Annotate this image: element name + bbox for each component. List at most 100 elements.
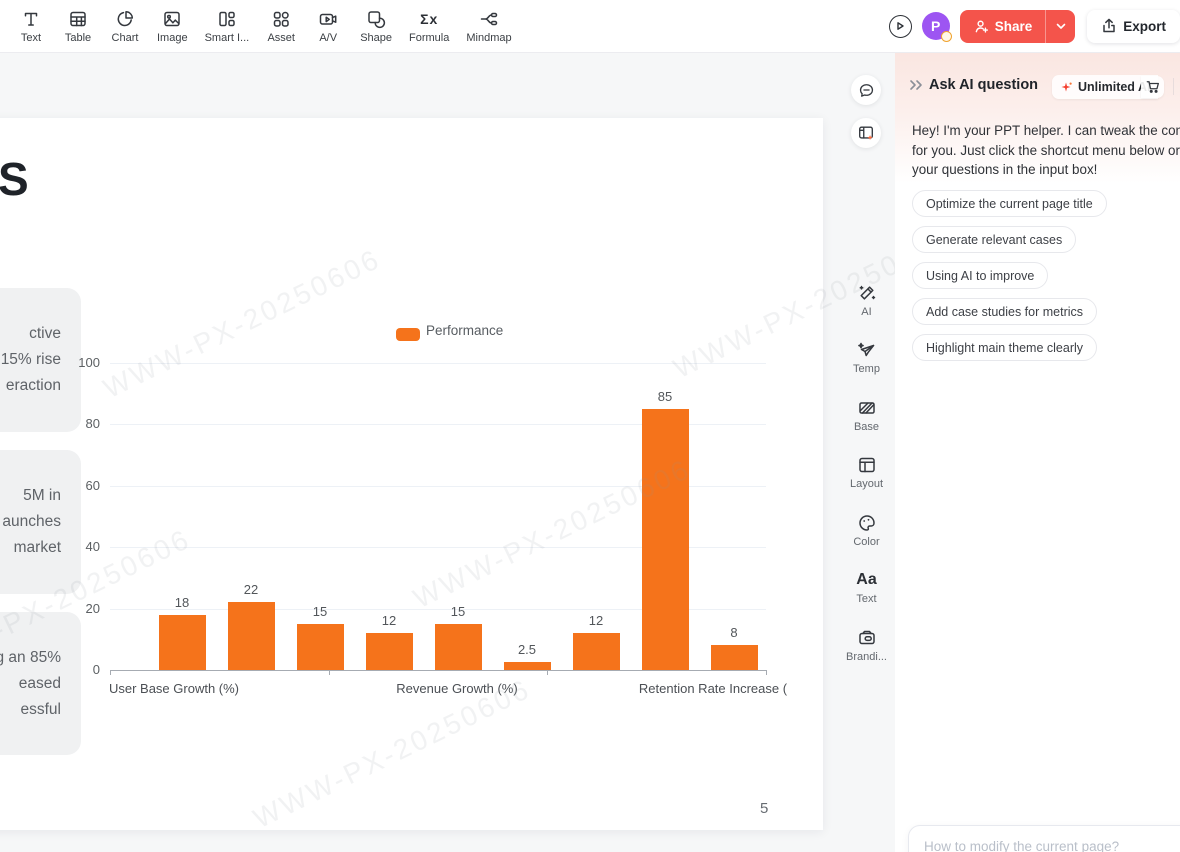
share-dropdown[interactable] — [1045, 9, 1075, 43]
bar-value-label: 12 — [588, 613, 604, 629]
y-axis-tick-label: 100 — [78, 355, 100, 370]
slide[interactable]: S ctive 15% rise eraction 5M in aunches … — [0, 118, 956, 834]
x-axis-tick — [547, 670, 549, 675]
y-axis-tick-label: 40 — [85, 539, 100, 555]
mindmap-icon — [479, 8, 499, 30]
av-icon — [318, 8, 338, 30]
x-axis-tick — [766, 670, 767, 675]
rail-layout[interactable]: Layout — [838, 455, 895, 490]
right-rail: AI Temp Base Layout Color Aa Text Brandi… — [838, 53, 895, 852]
slide-page-number: 5 — [760, 800, 769, 817]
gridline — [110, 608, 766, 610]
bar-value-label: 15 — [312, 603, 328, 619]
share-button[interactable]: Share — [959, 9, 1076, 43]
comments-button[interactable] — [851, 75, 881, 105]
image-icon — [162, 8, 182, 30]
x-axis-line — [110, 670, 766, 671]
y-axis-tick-label: 60 — [85, 477, 100, 493]
avatar-badge — [940, 31, 952, 42]
shortcut-ai-improve[interactable]: Using AI to improve — [912, 262, 1049, 289]
chart-bar[interactable] — [503, 662, 551, 670]
collapse-panel-icon[interactable] — [909, 79, 924, 91]
rail-base[interactable]: Base — [838, 398, 895, 433]
chart-bar[interactable] — [296, 623, 344, 670]
template-icon — [857, 340, 877, 360]
tool-asset[interactable]: Asset — [266, 8, 296, 44]
rail-color[interactable]: Color — [838, 513, 895, 548]
formula-icon: Σx — [420, 11, 439, 27]
panel-gradient — [895, 53, 1180, 183]
tool-smart-layout[interactable]: Smart I... — [205, 8, 249, 44]
chart-icon — [115, 8, 135, 30]
header-divider — [1173, 78, 1174, 95]
chart-bar[interactable] — [572, 633, 620, 670]
export-icon — [1101, 18, 1117, 34]
gridline — [110, 363, 766, 364]
ai-question-input[interactable] — [924, 839, 1180, 852]
export-button[interactable]: Export — [1087, 9, 1180, 43]
layout-icon — [857, 455, 877, 475]
rail-text[interactable]: Aa Text — [856, 571, 877, 605]
x-axis-category-label: Revenue Growth (%) — [396, 681, 518, 696]
shortcut-optimize-title[interactable]: Optimize the current page title — [912, 190, 1107, 217]
rail-template[interactable]: Temp — [838, 340, 895, 375]
tool-text[interactable]: Text — [16, 8, 46, 44]
shortcut-generate-cases[interactable]: Generate relevant cases — [912, 226, 1077, 253]
panel-title: Ask AI question — [929, 77, 1039, 93]
chart-bar[interactable] — [158, 614, 206, 670]
insert-panel-button[interactable] — [851, 118, 881, 148]
chart-bar[interactable] — [227, 602, 275, 670]
comment-icon — [858, 82, 875, 99]
chart-bar[interactable] — [641, 409, 689, 670]
ai-input-box[interactable] — [908, 825, 1180, 852]
table-icon — [68, 8, 88, 30]
shortcut-case-studies[interactable]: Add case studies for metrics — [912, 298, 1098, 325]
x-axis-tick — [328, 670, 330, 675]
rail-branding[interactable]: Brandi... — [838, 628, 895, 663]
bar-value-label: 22 — [243, 582, 259, 598]
metric-card-1[interactable]: ctive 15% rise eraction — [0, 288, 81, 432]
ai-wand-icon — [857, 283, 877, 303]
x-axis-category-label: User Base Growth (%) — [108, 681, 240, 696]
gridline — [110, 485, 766, 487]
y-axis-tick-label: 80 — [85, 416, 100, 432]
bar-value-label: 15 — [450, 603, 466, 619]
present-button[interactable] — [888, 14, 912, 38]
y-axis-tick-label: 0 — [92, 662, 100, 677]
tool-table[interactable]: Table — [63, 8, 93, 44]
top-toolbar: Text Table Chart Image Smart I... Asset — [0, 0, 1180, 53]
base-icon — [857, 398, 877, 418]
chart-bar[interactable] — [365, 633, 413, 670]
share-person-icon — [974, 19, 989, 34]
slide-title-fragment: S — [0, 153, 29, 205]
watermark-text: WWW-PX-20250606 — [248, 672, 536, 835]
sparkle-icon — [1060, 81, 1073, 94]
shortcut-highlight-theme[interactable]: Highlight main theme clearly — [912, 334, 1098, 361]
unlimited-ai-badge[interactable]: Unlimited AI — [1052, 75, 1159, 99]
bar-value-label: 18 — [174, 594, 190, 610]
ai-greeting: Hey! I'm your PPT helper. I can tweak th… — [912, 123, 1180, 177]
legend-swatch — [396, 328, 420, 341]
bar-value-label: 8 — [730, 625, 738, 641]
metric-card-3[interactable]: g an 85% eased essful — [0, 612, 81, 755]
tool-shape[interactable]: Shape — [360, 8, 392, 44]
tool-image[interactable]: Image — [157, 8, 188, 44]
asset-icon — [271, 8, 291, 30]
metric-card-2[interactable]: 5M in aunches market — [0, 450, 81, 594]
x-axis-tick — [110, 670, 111, 675]
color-palette-icon — [857, 513, 877, 533]
tool-av[interactable]: A/V — [313, 8, 343, 44]
bar-value-label: 12 — [381, 613, 397, 629]
tool-mindmap[interactable]: Mindmap — [466, 8, 512, 44]
chart-bar[interactable] — [434, 623, 482, 670]
tool-chart[interactable]: Chart — [110, 8, 140, 44]
branding-icon — [857, 628, 877, 648]
x-axis-category-label: Retention Rate Increase ( — [638, 681, 788, 696]
tool-formula[interactable]: Σx Formula — [409, 8, 449, 44]
smart-layout-icon — [217, 8, 237, 30]
text-icon — [21, 8, 41, 30]
chart-bar[interactable] — [710, 645, 758, 670]
cart-button[interactable] — [1141, 76, 1164, 98]
avatar[interactable]: P — [921, 12, 952, 42]
rail-ai[interactable]: AI — [838, 283, 895, 318]
